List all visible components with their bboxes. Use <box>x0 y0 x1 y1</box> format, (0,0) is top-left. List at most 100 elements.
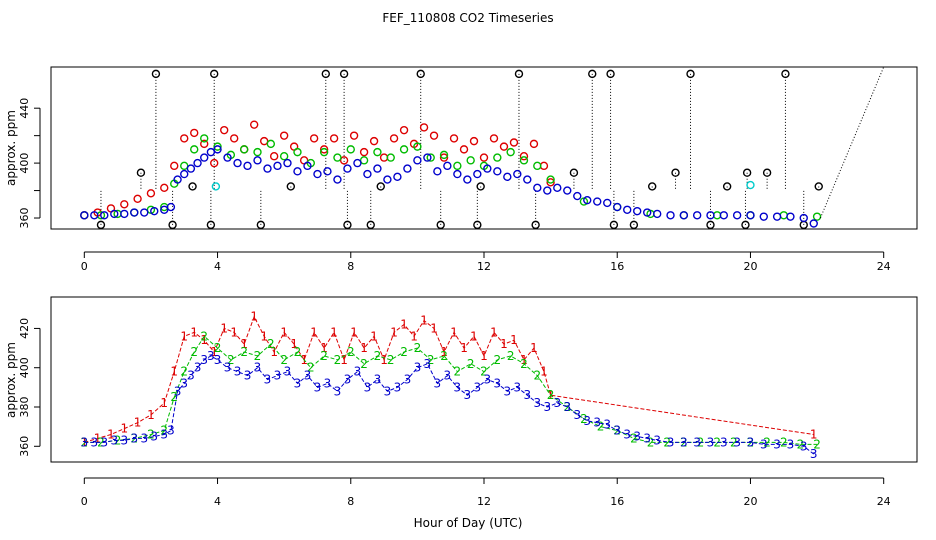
data-point <box>393 172 402 182</box>
data-point <box>712 211 722 220</box>
series-3-point: 3 <box>167 424 175 438</box>
series-1-point: 1 <box>290 337 298 351</box>
series-3-point: 3 <box>474 380 482 394</box>
panel-top: approx. ppm 0 4 8 12 16 20 24 360 400 440 <box>4 66 918 273</box>
data-point <box>193 158 202 168</box>
data-point <box>150 206 159 216</box>
data-point <box>239 145 249 154</box>
series-1-point: 1 <box>540 365 548 379</box>
data-point <box>166 202 176 212</box>
x-tick-label: 0 <box>81 260 88 273</box>
data-point <box>259 136 269 146</box>
data-point <box>319 145 329 154</box>
series-2-point: 2 <box>663 435 671 449</box>
series-3-point: 3 <box>160 428 168 442</box>
data-point <box>130 208 139 217</box>
series-3-point: 3 <box>810 447 818 461</box>
series-2-point: 2 <box>400 345 408 359</box>
data-point <box>613 202 622 212</box>
series-3-point: 3 <box>180 376 188 390</box>
trailing-line <box>819 67 885 219</box>
series-1-point: 1 <box>810 428 818 442</box>
data-point <box>593 197 602 206</box>
data-point <box>759 212 768 221</box>
data-point <box>742 168 752 177</box>
data-point <box>529 139 539 149</box>
series-3-point: 3 <box>274 369 282 383</box>
x-tick-label: 8 <box>347 260 354 273</box>
series-2-point: 2 <box>170 390 178 404</box>
series-3-point: 3 <box>264 373 272 387</box>
series-3-point: 3 <box>384 384 392 398</box>
series-1-point: 1 <box>490 325 498 339</box>
series-1-point: 1 <box>180 329 188 343</box>
data-point <box>633 206 642 216</box>
series-1-point: 1 <box>340 353 348 367</box>
series-2-point: 2 <box>160 424 168 438</box>
data-point <box>453 169 462 179</box>
series-1-line <box>84 315 814 443</box>
data-point <box>313 169 322 179</box>
data-point <box>433 167 442 176</box>
data-point <box>519 156 529 165</box>
series-1-point: 1 <box>147 408 155 422</box>
data-point <box>506 147 515 157</box>
series-3-point: 3 <box>454 380 462 394</box>
data-point <box>623 205 632 214</box>
x-tick-label: 0 <box>81 495 88 508</box>
data-point <box>266 139 276 149</box>
data-point <box>366 220 375 229</box>
series-1-point: 1 <box>330 325 338 339</box>
series-3-point: 3 <box>207 349 215 363</box>
data-point <box>213 145 222 154</box>
series-3-point: 3 <box>224 361 232 375</box>
data-point <box>339 69 349 79</box>
x-tick-label: 12 <box>477 495 491 508</box>
data-point <box>746 180 755 190</box>
data-point <box>219 125 229 135</box>
data-point <box>563 186 572 195</box>
series-3-point: 3 <box>680 435 688 449</box>
y-tick-label: 380 <box>18 397 31 418</box>
data-point <box>603 198 612 208</box>
series-1-point: 1 <box>107 428 115 442</box>
data-point <box>200 139 209 149</box>
series-3-point: 3 <box>354 365 362 379</box>
data-point <box>206 220 216 229</box>
series-1-point: 1 <box>510 333 518 347</box>
data-point <box>363 169 372 179</box>
data-point <box>188 182 197 191</box>
series-2-point: 2 <box>647 435 655 449</box>
data-point <box>539 161 549 171</box>
x-tick-label: 4 <box>214 260 221 273</box>
data-point <box>449 134 459 143</box>
data-point <box>136 168 146 177</box>
data-point <box>503 172 512 182</box>
data-point <box>546 175 555 184</box>
series-1-point: 1 <box>400 318 408 332</box>
series-3-point: 3 <box>200 353 208 367</box>
series-3-point: 3 <box>130 431 138 445</box>
data-point <box>514 69 524 79</box>
data-point <box>439 153 449 162</box>
data-point <box>353 158 362 168</box>
data-point <box>256 220 266 229</box>
series-2-point: 2 <box>480 365 488 379</box>
data-point <box>533 183 542 193</box>
data-point <box>399 125 409 135</box>
series-3-point: 3 <box>773 437 781 451</box>
data-point <box>151 69 161 79</box>
series-3-point: 3 <box>187 369 195 383</box>
data-point <box>190 128 199 138</box>
series-3-point: 3 <box>374 373 382 387</box>
data-point <box>168 220 177 229</box>
series-2-point: 2 <box>307 361 315 375</box>
series-3-point: 3 <box>110 433 118 447</box>
data-point <box>772 212 782 221</box>
data-point <box>333 153 342 162</box>
series-3-point: 3 <box>494 376 502 390</box>
data-point <box>283 158 292 168</box>
series-3-point: 3 <box>543 400 551 414</box>
series-3-point: 3 <box>503 384 511 398</box>
